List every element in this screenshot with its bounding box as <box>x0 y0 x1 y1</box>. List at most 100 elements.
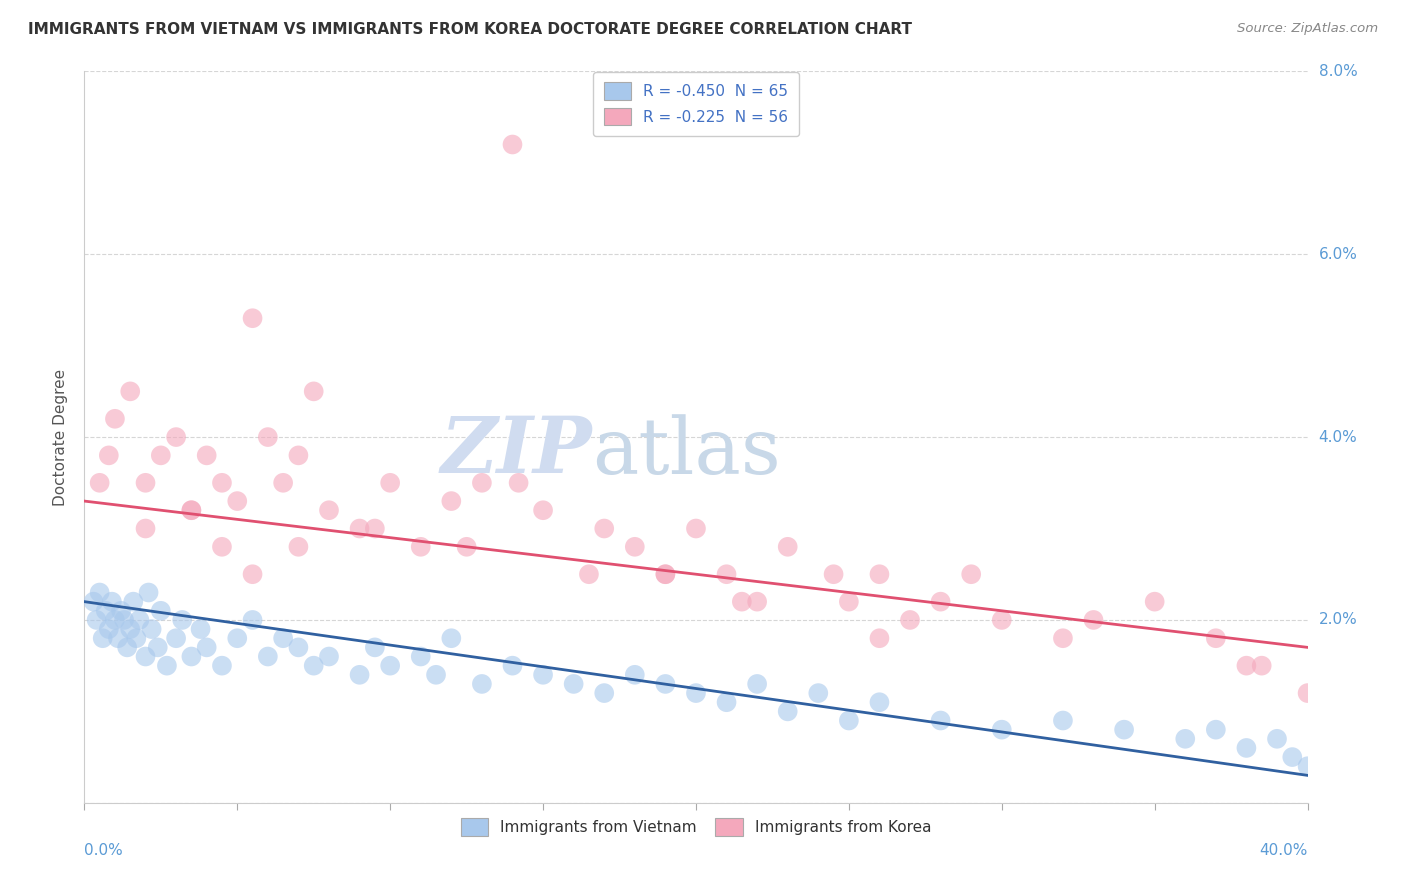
Point <box>869 632 891 646</box>
Point <box>104 613 127 627</box>
Point <box>960 567 983 582</box>
Point <box>149 604 172 618</box>
Point <box>287 540 309 554</box>
Point <box>165 430 187 444</box>
Point <box>440 494 463 508</box>
Point <box>107 632 129 646</box>
Point <box>776 540 799 554</box>
Point <box>593 686 616 700</box>
Point <box>440 632 463 646</box>
Point <box>409 540 432 554</box>
Point <box>302 384 325 399</box>
Point <box>502 658 524 673</box>
Point <box>747 594 769 608</box>
Point <box>716 695 738 709</box>
Point <box>149 448 172 462</box>
Point <box>146 640 169 655</box>
Point <box>195 448 218 462</box>
Y-axis label: Doctorate Degree: Doctorate Degree <box>53 368 69 506</box>
Point <box>138 585 160 599</box>
Point <box>211 540 233 554</box>
Point <box>91 632 114 646</box>
Point <box>807 686 830 700</box>
Point <box>271 475 294 490</box>
Point <box>1236 658 1258 673</box>
Point <box>1052 632 1074 646</box>
Point <box>747 677 769 691</box>
Point <box>86 613 108 627</box>
Point <box>1296 759 1319 773</box>
Point <box>654 567 676 582</box>
Point <box>471 475 494 490</box>
Point <box>425 667 447 681</box>
Point <box>318 503 340 517</box>
Point <box>180 503 202 517</box>
Point <box>242 311 264 326</box>
Point <box>226 494 249 508</box>
Point <box>1114 723 1136 737</box>
Point <box>1143 594 1166 608</box>
Point <box>838 594 860 608</box>
Point <box>654 677 676 691</box>
Point <box>302 658 325 673</box>
Point <box>578 567 600 582</box>
Point <box>180 503 202 517</box>
Point <box>349 521 371 535</box>
Point <box>685 521 707 535</box>
Point <box>1250 658 1272 673</box>
Point <box>380 658 402 673</box>
Text: ZIP: ZIP <box>440 414 592 490</box>
Point <box>128 613 150 627</box>
Point <box>654 567 676 582</box>
Point <box>287 640 309 655</box>
Text: 8.0%: 8.0% <box>1319 64 1357 78</box>
Point <box>89 585 111 599</box>
Point <box>364 521 387 535</box>
Point <box>929 714 952 728</box>
Point <box>190 622 212 636</box>
Point <box>364 640 387 655</box>
Point <box>929 594 952 608</box>
Point <box>120 384 142 399</box>
Point <box>125 632 148 646</box>
Point <box>1205 723 1227 737</box>
Point <box>165 632 187 646</box>
Point <box>409 649 432 664</box>
Point <box>1083 613 1105 627</box>
Point <box>1174 731 1197 746</box>
Point <box>242 567 264 582</box>
Point <box>101 594 124 608</box>
Text: Source: ZipAtlas.com: Source: ZipAtlas.com <box>1237 22 1378 36</box>
Point <box>1236 740 1258 755</box>
Point <box>122 594 145 608</box>
Point <box>112 613 135 627</box>
Point <box>898 613 921 627</box>
Point <box>624 540 647 554</box>
Text: 6.0%: 6.0% <box>1319 247 1358 261</box>
Point <box>141 622 163 636</box>
Point <box>242 613 264 627</box>
Point <box>502 137 524 152</box>
Point <box>257 649 280 664</box>
Point <box>593 521 616 535</box>
Point <box>83 594 105 608</box>
Text: 0.0%: 0.0% <box>84 843 124 858</box>
Point <box>869 695 891 709</box>
Point <box>172 613 194 627</box>
Point <box>97 448 120 462</box>
Point <box>562 677 585 691</box>
Point <box>1265 731 1288 746</box>
Point <box>380 475 402 490</box>
Point <box>195 640 218 655</box>
Point <box>456 540 478 554</box>
Point <box>271 632 294 646</box>
Point <box>508 475 530 490</box>
Point <box>531 503 554 517</box>
Text: atlas: atlas <box>592 414 780 490</box>
Point <box>120 622 142 636</box>
Point <box>685 686 707 700</box>
Point <box>97 622 120 636</box>
Point <box>211 658 233 673</box>
Point <box>869 567 891 582</box>
Point <box>838 714 860 728</box>
